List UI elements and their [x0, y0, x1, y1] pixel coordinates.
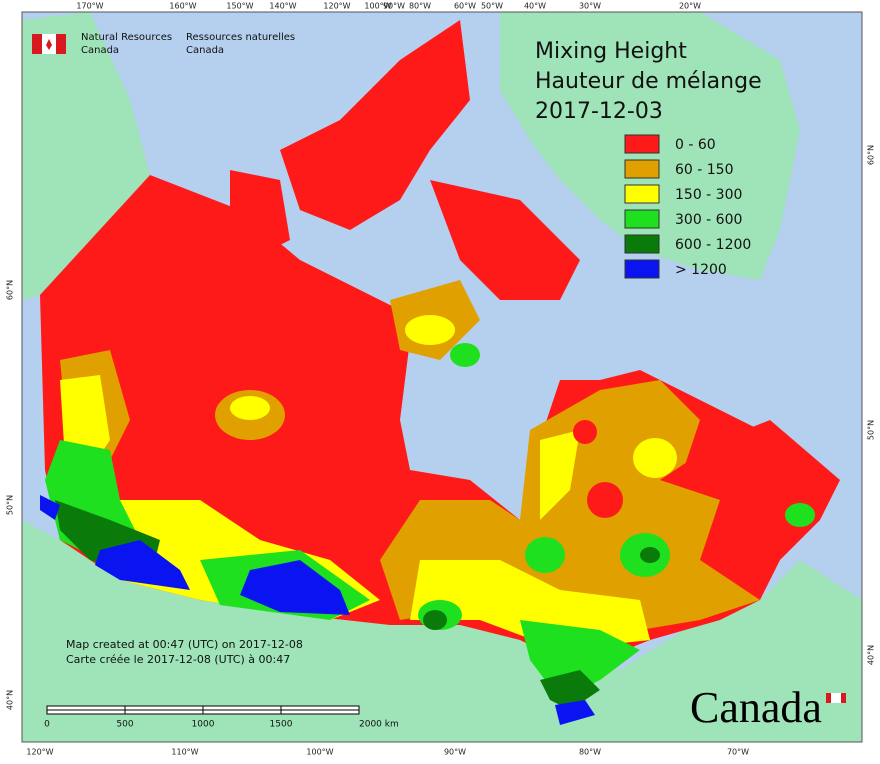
hudson-bay [400, 330, 540, 490]
legend-label: 60 - 150 [675, 162, 734, 178]
legend-label: > 1200 [675, 262, 727, 278]
graticule-label: 50°N [867, 420, 876, 440]
graticule-label: 60°W [454, 2, 476, 11]
title: Mixing Height [535, 39, 687, 64]
legend-swatch [624, 184, 660, 204]
scale-bar: 0 500 1000 1500 2000 km [44, 705, 399, 730]
zone [230, 396, 270, 420]
legend-label: 600 - 1200 [675, 237, 751, 253]
zone [640, 547, 660, 563]
legend-label: 0 - 60 [675, 137, 716, 153]
zone [423, 610, 447, 630]
graticule-label: 80°W [409, 2, 431, 11]
scale-label: 500 [116, 720, 133, 730]
graticule-label: 90°W [383, 2, 405, 11]
graticule-label: 120°W [323, 2, 350, 11]
graticule-label: 60°N [6, 280, 15, 300]
graticule-label: 120°W [26, 748, 53, 757]
graticule-label: 20°W [679, 2, 701, 11]
island [430, 180, 580, 300]
agency: Ressources naturelles [186, 32, 295, 43]
agency: Canada [186, 45, 224, 56]
legend-swatch [624, 259, 660, 279]
legend-label: 300 - 600 [675, 212, 742, 228]
zone [525, 537, 565, 573]
graticule-label: 50°N [6, 495, 15, 515]
scale-segment [46, 705, 126, 711]
scale-segment [280, 709, 360, 715]
zone [95, 540, 190, 590]
scale-segment [280, 705, 360, 711]
zone [573, 420, 597, 444]
scale-segment [202, 705, 282, 711]
zone [450, 343, 480, 367]
graticule-label: 50°W [481, 2, 503, 11]
scale-segment [46, 709, 126, 715]
graticule-label: 80°W [579, 748, 601, 757]
land [22, 12, 150, 300]
zone [405, 315, 455, 345]
zone [540, 430, 580, 520]
zone [660, 420, 840, 500]
graticule-label: 160°W [169, 2, 196, 11]
graticule-label: 140°W [269, 2, 296, 11]
legend-label: 150 - 300 [675, 187, 742, 203]
zone [555, 700, 595, 725]
scale-label: 1000 [192, 720, 215, 730]
legend-swatch [624, 209, 660, 229]
scale-segment [124, 705, 204, 711]
zone [410, 560, 650, 650]
graticule-label: 30°W [579, 2, 601, 11]
scale-segment [124, 709, 204, 715]
zone [587, 482, 623, 518]
zone [240, 560, 350, 615]
note: Carte créée le 2017-12-08 (UTC) à 00:47 [66, 653, 290, 666]
graticule-label: 100°W [364, 2, 391, 11]
zone [40, 495, 60, 520]
graticule-label: 170°W [76, 2, 103, 11]
graticule-label: 40°W [524, 2, 546, 11]
scale-label: 0 [44, 720, 50, 730]
map-area [21, 11, 863, 743]
scale-label: 1500 [270, 720, 293, 730]
legend-swatch [624, 234, 660, 254]
island [280, 20, 470, 230]
graticule-label: 60°N [867, 145, 876, 165]
graticule-label: 110°W [171, 748, 198, 757]
agency: Canada [81, 45, 119, 56]
zone [633, 438, 677, 478]
graticule-label: 40°N [6, 690, 15, 710]
wordmark-flag [826, 693, 846, 703]
title: Hauteur de mélange [535, 69, 762, 94]
island [230, 170, 290, 260]
zone [785, 503, 815, 527]
scale-label: 2000 km [359, 720, 399, 730]
frame [21, 11, 863, 743]
wordmark: Canada [690, 683, 822, 732]
graticule-label: 70°W [727, 748, 749, 757]
title-date: 2017-12-03 [535, 99, 663, 124]
flag [32, 34, 66, 54]
legend-swatch [624, 134, 660, 154]
agency: Natural Resources [81, 32, 172, 43]
legend-swatch [624, 159, 660, 179]
land [22, 520, 862, 742]
graticule-label: 90°W [444, 748, 466, 757]
note: Map created at 00:47 (UTC) on 2017-12-08 [66, 638, 303, 651]
graticule-label: 40°N [867, 645, 876, 665]
graticule-label: 150°W [226, 2, 253, 11]
scale-segment [202, 709, 282, 715]
graticule-label: 100°W [306, 748, 333, 757]
